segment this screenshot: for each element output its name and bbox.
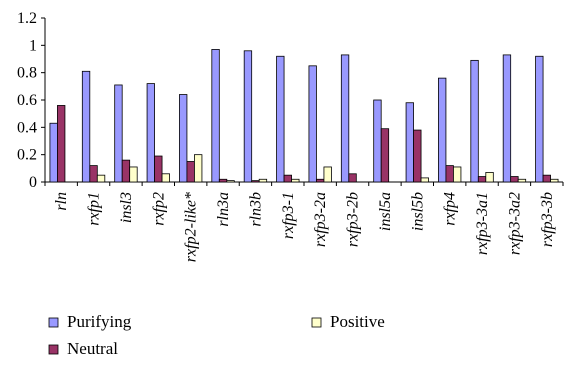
bar-purifying-rln3b [243,50,253,183]
bar-purifying-rln [49,122,58,183]
category-label: rxfp3-3a1 [474,192,491,255]
bar-neutral-insl3 [121,159,131,183]
y-tick-label: 1 [29,37,37,54]
bar-neutral-rxfp33a2 [510,176,519,183]
bar-purifying-insl3 [114,84,123,183]
bar-positive-rxfp1 [96,174,106,183]
legend-swatch-neutral [48,344,59,355]
legend-swatch-purifying [48,317,59,328]
bar-neutral-rxfp32a [316,178,325,183]
category-label: rxfp4 [442,192,459,226]
bar-neutral-rxfp2like [186,161,195,183]
bar-neutral-rxfp33a1 [477,176,487,183]
bar-purifying-rln3a [211,49,220,183]
bar-neutral-insl5b [413,129,422,183]
bar-positive-rln3a [226,180,235,183]
bar-positive-rxfp4 [453,166,462,183]
bar-purifying-rxfp4 [438,77,447,183]
bar-purifying-rxfp1 [81,70,91,183]
bar-positive-rxfp33a1 [485,172,494,183]
category-labels: rln rxfp1 insl3 rxfp2 rxfp2-like* rln3a rln3b r… [53,192,556,262]
bar-positive-rxfp2like [194,154,203,183]
bar-positive-insl3 [129,166,138,183]
bar-neutral-rln [57,105,66,183]
category-label: insl5a [377,192,394,231]
bar-purifying-rxfp33b [535,55,544,183]
bar-neutral-rxfp32b [348,173,357,183]
category-label: insl3 [118,192,135,223]
category-label: rxfp3-1 [280,192,297,239]
category-label: rxfp2 [150,192,167,226]
bar-neutral-rxfp33b [542,174,551,183]
bar-neutral-rln3b [251,180,260,183]
y-tick-label: 0.8 [17,65,37,82]
category-label: rxfp3-3b [539,192,556,247]
bar-purifying-rxfp2 [146,83,155,183]
category-label: insl5b [409,192,426,231]
bar-neutral-rxfp4 [445,165,454,183]
bar-positive-rxfp33a2 [517,178,527,183]
bar-purifying-rxfp32a [308,65,317,183]
y-tick-labels: 0 0.2 0.4 0.6 0.8 1 1.2 [17,10,37,191]
bar-neutral-rxfp2 [154,155,163,183]
bar-positive-insl5b [420,177,429,183]
bar-purifying-rxfp32b [340,54,350,183]
category-label: rln3b [247,192,264,227]
y-tick-label: 0 [29,174,37,191]
category-label: rxfp3-3a2 [506,192,523,255]
legend-label-neutral: Neutral [67,339,118,358]
bars [49,49,559,183]
y-tick-label: 1.2 [17,10,37,27]
y-tick-label: 0.2 [17,147,37,164]
y-tick-label: 0.4 [17,119,37,136]
bar-purifying-rxfp2like [179,94,188,183]
legend-label-positive: Positive [330,312,385,331]
category-label: rxfp2-like* [183,192,200,262]
category-label: rxfp3-2b [345,192,362,247]
bar-neutral-rln3a [218,178,228,183]
legend-swatch-positive [311,317,322,328]
bar-purifying-rxfp31 [276,55,285,183]
category-label: rxfp3-2a [312,192,329,247]
category-label: rln [53,192,70,211]
bar-positive-rxfp31 [291,178,300,183]
bar-positive-rxfp32a [323,166,332,183]
category-label: rxfp1 [86,192,103,226]
legend: Purifying Neutral Positive [48,312,385,358]
y-tick-label: 0.6 [17,92,37,109]
bar-neutral-rxfp1 [89,165,98,183]
bar-positive-rxfp2 [161,173,170,183]
bar-neutral-insl5a [380,128,390,183]
bar-purifying-insl5b [405,102,414,183]
category-label: rln3a [215,192,232,227]
bar-purifying-insl5a [373,99,382,183]
bar-purifying-rxfp33a1 [470,59,479,183]
legend-label-purifying: Purifying [67,312,132,331]
bar-purifying-rxfp33a2 [502,54,512,183]
bar-positive-rln3b [258,178,268,183]
bar-positive-rxfp33b [550,178,559,183]
bar-neutral-rxfp31 [283,174,292,183]
